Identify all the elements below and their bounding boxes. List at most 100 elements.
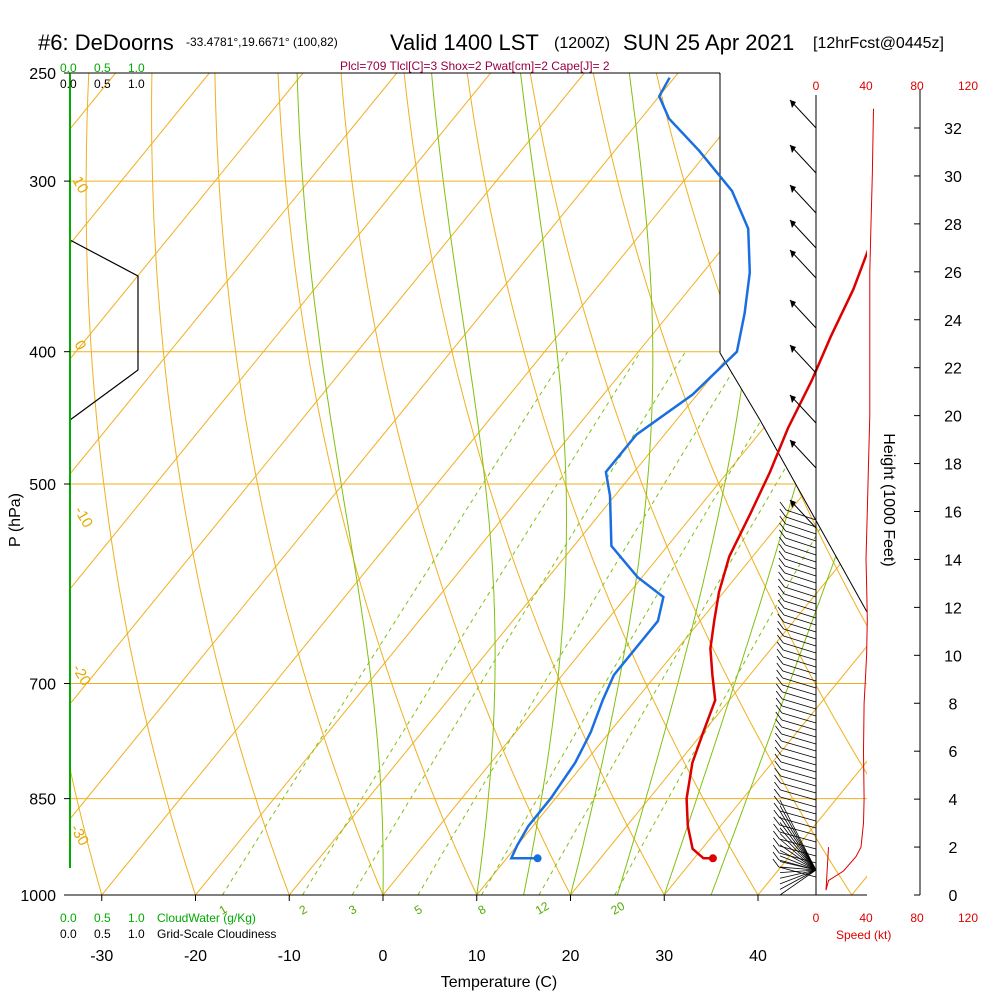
wind-barb-feather bbox=[774, 796, 780, 804]
height-tick-label: 32 bbox=[944, 121, 962, 138]
wind-barb-feather bbox=[776, 719, 782, 727]
cloudiness-scale-bottom: 0.0 0.5 1.0 Grid-Scale Cloudiness bbox=[60, 927, 276, 941]
dry-adiabat-line bbox=[846, 73, 1000, 895]
height-tick-label: 26 bbox=[944, 265, 962, 282]
height-tick-label: 12 bbox=[944, 600, 962, 617]
cloudwater-scale-top: 0.0 0.5 1.0 bbox=[60, 61, 145, 75]
height-tick-label: 30 bbox=[944, 169, 962, 186]
height-tick-label: 10 bbox=[944, 648, 962, 665]
height-tick-label: 18 bbox=[944, 457, 962, 474]
wind-barb-feather bbox=[773, 859, 779, 867]
height-axis-label: Height (1000 Feet) bbox=[880, 433, 897, 566]
height-tick-label: 24 bbox=[944, 313, 962, 330]
isotherm-line bbox=[0, 73, 22, 895]
wind-barb-feather bbox=[775, 747, 781, 755]
mixing-ratio-line bbox=[303, 352, 641, 895]
height-tick-label: 4 bbox=[949, 792, 958, 809]
station-coords: -33.4781°,19.6671° (100,82) bbox=[186, 35, 338, 49]
mixing-ratio-line bbox=[222, 352, 567, 895]
p-tick-label: 850 bbox=[29, 792, 56, 809]
forecast-date: SUN 25 Apr 2021 bbox=[623, 30, 794, 55]
wind-barb-feather bbox=[775, 733, 781, 741]
mixing-ratio-label: 3 bbox=[346, 902, 359, 918]
gc-bot-2: 1.0 bbox=[128, 927, 145, 941]
wind-barb-feather bbox=[774, 810, 780, 818]
valid-zulu: (1200Z) bbox=[554, 35, 610, 52]
valid-time: Valid 1400 LST bbox=[390, 30, 539, 55]
wind-barb-feather bbox=[779, 551, 785, 559]
x-axis-label: Temperature (C) bbox=[441, 974, 557, 991]
wind-barb-feather bbox=[779, 544, 785, 552]
height-tick-label: 14 bbox=[944, 552, 962, 569]
height-tick-label: 6 bbox=[949, 744, 958, 761]
wind-barb bbox=[780, 834, 816, 870]
wind-barb-feather bbox=[774, 824, 780, 832]
p-tick-label: 400 bbox=[29, 345, 56, 362]
p-tick-label: 500 bbox=[29, 477, 56, 494]
wind-barb-feather bbox=[776, 691, 782, 699]
wind-barb-feather bbox=[775, 740, 781, 748]
gc-top-1: 0.5 bbox=[94, 77, 111, 91]
wind-barb-feather bbox=[778, 579, 784, 587]
mixing-ratio-label: 12 bbox=[533, 899, 552, 918]
wind-barb-feather bbox=[779, 572, 785, 580]
cw-bot-0: 0.0 bbox=[60, 911, 77, 925]
stability-indices: Plcl=709 Tlcl[C]=3 Shox=2 Pwat[cm]=2 Cap… bbox=[340, 59, 610, 73]
wind-barb bbox=[780, 800, 816, 870]
wind-barb bbox=[780, 870, 816, 889]
wind-barb-feather bbox=[776, 684, 782, 692]
dry-adiabat-line bbox=[0, 73, 8, 895]
cw-top-1: 0.5 bbox=[94, 61, 111, 75]
wind-barb-feather bbox=[773, 831, 779, 839]
height-tick-label: 22 bbox=[944, 361, 962, 378]
height-tick-label: 2 bbox=[949, 840, 958, 857]
wind-barb-feather bbox=[780, 502, 786, 510]
x-tick-label: 0 bbox=[379, 948, 388, 965]
dewpoint-trace bbox=[511, 78, 750, 859]
speed-tick-top: 0 bbox=[813, 79, 820, 93]
gc-top-2: 1.0 bbox=[128, 77, 145, 91]
dry-adiabat-line bbox=[909, 73, 1000, 895]
gc-top-0: 0.0 bbox=[60, 77, 77, 91]
height-tick-label: 28 bbox=[944, 217, 962, 234]
x-tick-label: -30 bbox=[90, 948, 113, 965]
wind-barb-feather bbox=[775, 768, 781, 776]
cloudiness-profile bbox=[70, 240, 138, 420]
wind-barb-feather bbox=[777, 663, 783, 671]
mixing-ratio-label: 8 bbox=[475, 902, 488, 918]
x-tick-label: -10 bbox=[278, 948, 301, 965]
mixing-ratio-line bbox=[352, 352, 685, 895]
wind-barb-feather bbox=[774, 789, 780, 797]
forecast-run: [12hrFcst@0445z] bbox=[813, 35, 944, 52]
wind-barb-feather bbox=[774, 817, 780, 825]
wind-barb-feather bbox=[773, 838, 779, 846]
wind-barb-feather bbox=[777, 656, 783, 664]
wind-barb-feather bbox=[778, 614, 784, 622]
wind-barb-feather bbox=[773, 852, 779, 860]
speed-axis-label: Speed (kt) bbox=[836, 928, 891, 942]
p-tick-label: 700 bbox=[29, 677, 56, 694]
wind-barb-feather bbox=[778, 586, 784, 594]
speed-tick-top: 120 bbox=[958, 79, 978, 93]
cloudwater-label: CloudWater (g/Kg) bbox=[157, 911, 256, 925]
speed-tick-top: 80 bbox=[910, 79, 924, 93]
wind-barb-feather bbox=[780, 509, 786, 517]
speed-tick-bottom: 120 bbox=[958, 911, 978, 925]
height-tick-label: 16 bbox=[944, 505, 962, 522]
wind-barb-feather bbox=[777, 642, 783, 650]
wind-barb-feather bbox=[777, 670, 783, 678]
speed-tick-bottom: 80 bbox=[910, 911, 924, 925]
x-tick-label: 20 bbox=[562, 948, 580, 965]
mixing-ratio-label: 20 bbox=[609, 899, 628, 918]
cloudiness-label: Grid-Scale Cloudiness bbox=[157, 927, 276, 941]
cloudwater-scale-bottom: 0.0 0.5 1.0 CloudWater (g/Kg) bbox=[60, 911, 256, 925]
cw-bot-1: 0.5 bbox=[94, 911, 111, 925]
y-axis-label: P (hPa) bbox=[7, 493, 24, 547]
isotherm-line bbox=[852, 73, 1000, 895]
dry-adiabat-label: 0 bbox=[71, 338, 90, 354]
wind-barb-feather bbox=[775, 761, 781, 769]
wind-barb-feather bbox=[777, 628, 783, 636]
wind-barb-feather bbox=[773, 845, 779, 853]
p-tick-label: 300 bbox=[29, 174, 56, 191]
